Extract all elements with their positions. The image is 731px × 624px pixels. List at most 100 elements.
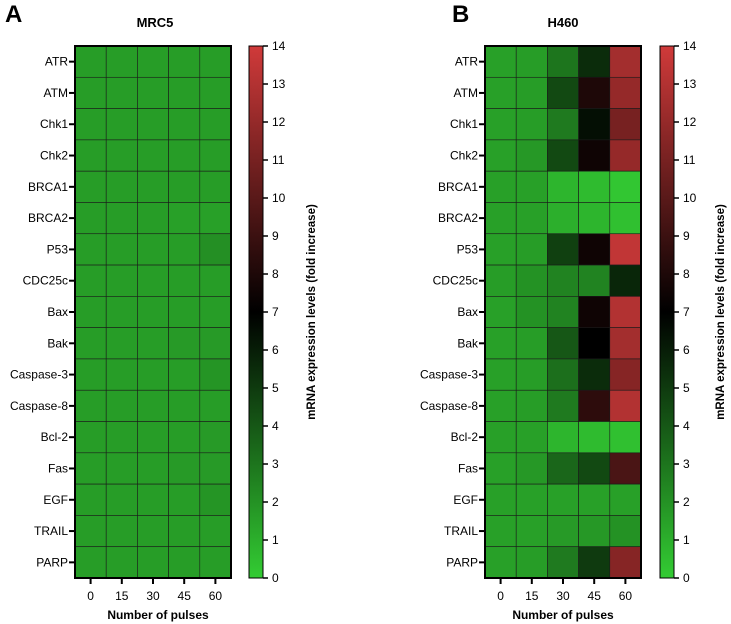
- heatmap-cell-mrc5-brca1-15: [105, 170, 138, 203]
- colorbar-tick-label-h460-11: 11: [683, 153, 696, 167]
- heatmap-cell-h460-fas-45: [578, 452, 611, 485]
- y-tick-label-h460-parp: PARP: [446, 555, 478, 569]
- heatmap-cell-h460-brca1-30: [547, 170, 579, 203]
- heatmap-cell-mrc5-bax-45: [168, 296, 201, 328]
- y-tick-label-mrc5-chk1: Chk1: [40, 117, 68, 131]
- y-tick-label-h460-chk1: Chk1: [450, 117, 478, 131]
- heatmap-cell-mrc5-p53-60: [199, 233, 232, 266]
- y-tick-label-mrc5-caspase-3: Caspase-3: [10, 368, 68, 382]
- heatmap-cell-mrc5-chk1-45: [168, 108, 201, 141]
- heatmap-cell-h460-caspase-3-15: [515, 358, 548, 391]
- heatmap-cell-h460-bak-60: [609, 327, 642, 360]
- colorbar-tick-label-h460-13: 13: [683, 77, 697, 91]
- heatmap-cell-h460-atm-30: [547, 76, 579, 109]
- heatmap-cell-h460-bak-0: [484, 327, 517, 360]
- x-tick-label-mrc5-30: 30: [146, 589, 160, 603]
- heatmap-cell-h460-parp-45: [578, 546, 611, 579]
- heatmap-cell-h460-p53-45: [578, 233, 611, 266]
- heatmap-cell-h460-chk1-0: [484, 108, 517, 141]
- heatmap-cell-h460-atr-45: [578, 45, 611, 78]
- heatmap-cell-h460-cdc25c-60: [609, 264, 642, 297]
- colorbar-tick-label-mrc5-11: 11: [272, 153, 285, 167]
- y-tick-label-h460-atr: ATR: [455, 55, 478, 69]
- heatmap-cell-mrc5-chk2-45: [168, 139, 201, 172]
- panel-a: A MRC5 ATR ATM Chk1 Chk2 BRCA1 BRCA2 P53 CDC25c…: [5, 1, 318, 622]
- y-tick-label-h460-bak: Bak: [457, 336, 479, 350]
- heatmap-cell-h460-trail-45: [578, 515, 611, 547]
- heatmap-cell-h460-parp-15: [515, 546, 548, 579]
- colorbar-tick-label-h460-6: 6: [683, 343, 690, 357]
- heatmap-cell-mrc5-atr-30: [137, 45, 169, 78]
- heatmap-cell-mrc5-cdc25c-60: [199, 264, 232, 297]
- heatmap-cell-mrc5-caspase-3-45: [168, 358, 201, 391]
- colorbar-tick-label-h460-12: 12: [683, 115, 697, 129]
- heatmap-cell-h460-atm-60: [609, 76, 642, 109]
- heatmap-cell-mrc5-brca2-30: [137, 202, 169, 235]
- heatmap-cell-mrc5-cdc25c-30: [137, 264, 169, 297]
- heatmap-cell-mrc5-bcl-2-0: [74, 421, 107, 454]
- heatmap-cell-h460-chk2-45: [578, 139, 611, 172]
- heatmap-cell-mrc5-caspase-8-30: [137, 389, 169, 422]
- heatmap-cell-mrc5-atm-45: [168, 76, 201, 109]
- heatmap-cell-mrc5-parp-45: [168, 546, 201, 579]
- heatmap-cell-mrc5-atr-0: [74, 45, 107, 78]
- heatmap-cell-mrc5-brca1-45: [168, 170, 201, 203]
- heatmap-cell-mrc5-parp-60: [199, 546, 232, 579]
- heatmap-cell-mrc5-fas-60: [199, 452, 232, 485]
- heatmap-cell-h460-caspase-3-0: [484, 358, 517, 391]
- y-tick-label-mrc5-bax: Bax: [47, 305, 68, 319]
- heatmap-cell-h460-fas-15: [515, 452, 548, 485]
- heatmap-h460: ATR ATM Chk1 Chk2 BRCA1 BRCA2 P53 CDC25c Bax Bak C…: [420, 45, 642, 603]
- heatmap-cell-h460-bak-30: [547, 327, 579, 360]
- heatmap-cell-h460-trail-60: [609, 515, 642, 547]
- heatmap-cell-mrc5-bcl-2-45: [168, 421, 201, 454]
- heatmap-cell-mrc5-parp-15: [105, 546, 138, 579]
- colorbar-tick-label-mrc5-4: 4: [272, 419, 279, 433]
- heatmap-cell-mrc5-caspase-8-0: [74, 389, 107, 422]
- heatmap-cell-h460-cdc25c-30: [547, 264, 579, 297]
- heatmap-cell-mrc5-cdc25c-15: [105, 264, 138, 297]
- heatmap-cell-h460-bcl-2-0: [484, 421, 517, 454]
- heatmap-cell-mrc5-bax-30: [137, 296, 169, 328]
- heatmap-cell-h460-bax-0: [484, 296, 517, 328]
- heatmap-cell-h460-caspase-8-30: [547, 389, 579, 422]
- heatmap-cell-mrc5-fas-15: [105, 452, 138, 485]
- chart-title-mrc5: MRC5: [137, 15, 174, 30]
- heatmap-cell-mrc5-cdc25c-45: [168, 264, 201, 297]
- y-tick-label-h460-fas: Fas: [458, 461, 478, 475]
- heatmap-cell-h460-cdc25c-0: [484, 264, 517, 297]
- panel-label-b: B: [452, 1, 469, 28]
- panel-label-a: A: [5, 1, 22, 28]
- y-tick-label-mrc5-cdc25c: CDC25c: [23, 274, 68, 288]
- heatmap-cell-mrc5-bax-0: [74, 296, 107, 328]
- colorbar-tick-label-mrc5-1: 1: [272, 533, 279, 547]
- colorbar-tick-label-h460-10: 10: [683, 191, 697, 205]
- y-tick-label-h460-cdc25c: CDC25c: [433, 274, 478, 288]
- y-tick-label-h460-p53: P53: [457, 242, 479, 256]
- heatmap-cell-h460-atr-15: [515, 45, 548, 78]
- heatmap-cell-h460-caspase-8-45: [578, 389, 611, 422]
- heatmap-cell-h460-caspase-3-30: [547, 358, 579, 391]
- heatmap-cell-h460-caspase-8-60: [609, 389, 642, 422]
- heatmap-cell-h460-brca1-45: [578, 170, 611, 203]
- y-tick-label-mrc5-bcl-2: Bcl-2: [41, 430, 69, 444]
- heatmap-cell-mrc5-bak-30: [137, 327, 169, 360]
- heatmap-cell-h460-bak-15: [515, 327, 548, 360]
- heatmap-cell-mrc5-caspase-3-15: [105, 358, 138, 391]
- heatmap-cell-h460-bax-60: [609, 296, 642, 328]
- heatmap-cell-mrc5-bax-60: [199, 296, 232, 328]
- heatmap-cell-mrc5-egf-45: [168, 483, 201, 516]
- heatmap-cell-mrc5-bcl-2-15: [105, 421, 138, 454]
- heatmap-cell-mrc5-p53-0: [74, 233, 107, 266]
- heatmap-cell-mrc5-atr-15: [105, 45, 138, 78]
- heatmap-cell-mrc5-caspase-8-45: [168, 389, 201, 422]
- y-tick-label-h460-caspase-8: Caspase-8: [420, 399, 478, 413]
- heatmap-cell-h460-p53-15: [515, 233, 548, 266]
- heatmap-cell-mrc5-brca1-0: [74, 170, 107, 203]
- heatmap-cell-mrc5-brca2-60: [199, 202, 232, 235]
- colorbar-tick-label-mrc5-9: 9: [272, 229, 279, 243]
- heatmap-cell-h460-brca2-60: [609, 202, 642, 235]
- heatmap-cell-h460-chk1-60: [609, 108, 642, 141]
- heatmap-cell-mrc5-fas-45: [168, 452, 201, 485]
